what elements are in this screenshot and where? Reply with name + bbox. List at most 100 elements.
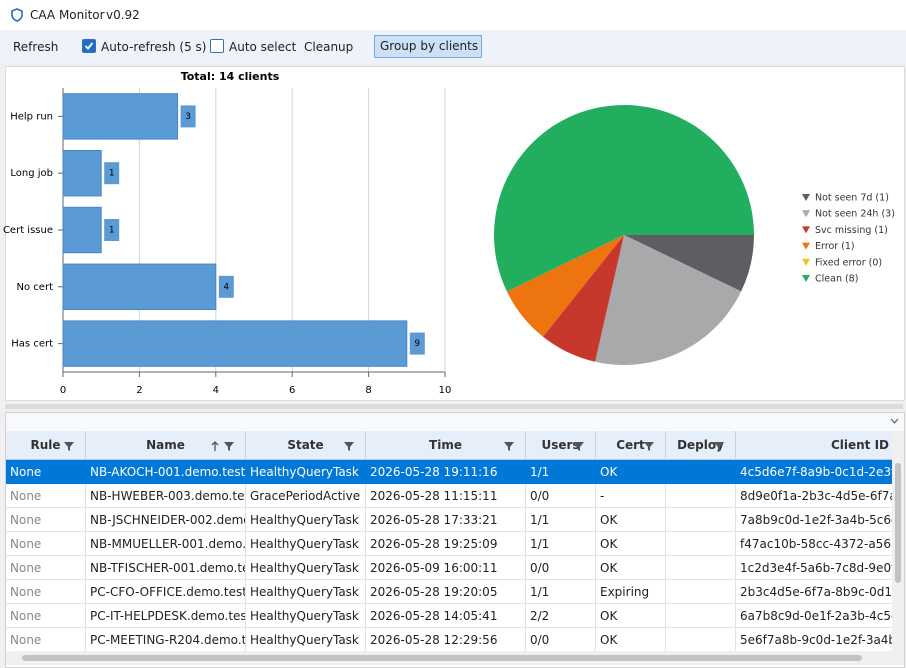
table-cell[interactable]: [666, 460, 736, 484]
table-cell[interactable]: [666, 580, 736, 604]
filter-icon[interactable]: [574, 431, 585, 459]
table-cell[interactable]: OK: [596, 508, 666, 532]
table-cell[interactable]: 1c2d3e4f-5a6b-7c8d-9e0f-1a: [736, 556, 896, 580]
table-cell[interactable]: 7a8b9c0d-1e2f-3a4b-5c6d-7: [736, 508, 896, 532]
column-header[interactable]: Deploy: [666, 431, 736, 460]
pie-slice: [494, 105, 754, 292]
table-cell[interactable]: 1/1: [526, 508, 596, 532]
y-tick-label: Long job: [10, 168, 53, 179]
table-cell[interactable]: 1/1: [526, 460, 596, 484]
table-cell[interactable]: 1/1: [526, 580, 596, 604]
column-header[interactable]: Users: [526, 431, 596, 460]
auto-refresh-checkbox[interactable]: [82, 39, 96, 53]
x-tick-label: 8: [365, 385, 371, 396]
legend-marker: [802, 275, 810, 282]
table-cell[interactable]: 0/0: [526, 484, 596, 508]
table-cell[interactable]: HealthyQueryTask: [246, 556, 366, 580]
table-cell[interactable]: OK: [596, 604, 666, 628]
column-header[interactable]: Rule: [6, 431, 86, 460]
filter-icon[interactable]: [644, 431, 655, 459]
table-cell[interactable]: PC-CFO-OFFICE.demo.test: [86, 580, 246, 604]
table-cell[interactable]: OK: [596, 460, 666, 484]
table-cell[interactable]: 5e6f7a8b-9c0d-1e2f-3a4b-5c: [736, 628, 896, 652]
auto-select-label[interactable]: Auto select: [229, 40, 297, 54]
table-cell[interactable]: 6a7b8c9d-0e1f-2a3b-4c5d-6: [736, 604, 896, 628]
auto-select-checkbox[interactable]: [210, 39, 224, 53]
splitter[interactable]: [5, 404, 903, 409]
table-cell[interactable]: 1/1: [526, 532, 596, 556]
table-cell[interactable]: 2026-05-28 11:15:11: [366, 484, 526, 508]
table-cell[interactable]: OK: [596, 556, 666, 580]
table-cell[interactable]: 2/2: [526, 604, 596, 628]
table-cell[interactable]: HealthyQueryTask: [246, 628, 366, 652]
charts: Total: 14 clients 0 2 4 6 8 10 Help run 3 Long jo…: [3, 70, 895, 396]
table-cell[interactable]: [666, 508, 736, 532]
table-cell[interactable]: [666, 556, 736, 580]
table-cell[interactable]: None: [6, 628, 86, 652]
table-cell[interactable]: 4c5d6e7f-8a9b-0c1d-2e3f-4a: [736, 460, 896, 484]
table-cell[interactable]: 8d9e0f1a-2b3c-4d5e-6f7a-8b: [736, 484, 896, 508]
table-cell[interactable]: PC-MEETING-R204.demo.tes: [86, 628, 246, 652]
table-cell[interactable]: 0/0: [526, 556, 596, 580]
table-cell[interactable]: NB-TFISCHER-001.demo.test: [86, 556, 246, 580]
table-cell[interactable]: Expiring: [596, 580, 666, 604]
table-cell[interactable]: None: [6, 580, 86, 604]
table-cell[interactable]: HealthyQueryTask: [246, 604, 366, 628]
table-cell[interactable]: f47ac10b-58cc-4372-a567-0: [736, 532, 896, 556]
column-header[interactable]: Cert: [596, 431, 666, 460]
group-by-clients-button[interactable]: Group by clients: [374, 35, 482, 58]
column-header[interactable]: Client ID: [736, 431, 896, 460]
table-cell[interactable]: [666, 604, 736, 628]
table-cell[interactable]: NB-AKOCH-001.demo.test: [86, 460, 246, 484]
table-cell[interactable]: PC-IT-HELPDESK.demo.test: [86, 604, 246, 628]
table-cell[interactable]: [666, 532, 736, 556]
table-cell[interactable]: 2026-05-28 19:20:05: [366, 580, 526, 604]
table-cell[interactable]: [666, 484, 736, 508]
table-cell[interactable]: 2026-05-28 19:11:16: [366, 460, 526, 484]
auto-refresh-label[interactable]: Auto-refresh (5 s): [101, 40, 207, 54]
table-cell[interactable]: None: [6, 484, 86, 508]
table-cell[interactable]: None: [6, 508, 86, 532]
value-label-box: [180, 105, 196, 128]
vertical-scrollbar[interactable]: [892, 431, 904, 651]
table-cell[interactable]: GracePeriodActive: [246, 484, 366, 508]
horizontal-scrollbar[interactable]: [6, 651, 904, 665]
table-cell[interactable]: 2026-05-28 14:05:41: [366, 604, 526, 628]
table-cell[interactable]: HealthyQueryTask: [246, 508, 366, 532]
table-cell[interactable]: 0/0: [526, 628, 596, 652]
table-cell[interactable]: None: [6, 556, 86, 580]
table-cell[interactable]: None: [6, 532, 86, 556]
filter-icon[interactable]: [64, 431, 75, 459]
table-cell[interactable]: HealthyQueryTask: [246, 580, 366, 604]
table-cell[interactable]: HealthyQueryTask: [246, 460, 366, 484]
table-cell[interactable]: NB-MMUELLER-001.demo.tes: [86, 532, 246, 556]
filter-icon[interactable]: [211, 431, 235, 459]
bar: [62, 320, 408, 367]
legend-marker: [802, 258, 810, 266]
cleanup-button[interactable]: Cleanup: [304, 40, 354, 54]
table-cell[interactable]: NB-JSCHNEIDER-002.demo.te: [86, 508, 246, 532]
table-cell[interactable]: 2026-05-28 17:33:21: [366, 508, 526, 532]
filter-icon[interactable]: [504, 431, 515, 459]
legend-label: Not seen 7d (1): [815, 193, 889, 204]
table-cell[interactable]: OK: [596, 628, 666, 652]
table-cell[interactable]: None: [6, 604, 86, 628]
refresh-button[interactable]: Refresh: [13, 40, 59, 54]
table-cell[interactable]: 2026-05-28 12:29:56: [366, 628, 526, 652]
table-cell[interactable]: -: [596, 484, 666, 508]
table-cell[interactable]: HealthyQueryTask: [246, 532, 366, 556]
column-header[interactable]: State: [246, 431, 366, 460]
filter-icon[interactable]: [714, 431, 725, 459]
column-header[interactable]: Name: [86, 431, 246, 460]
column-header[interactable]: Time: [366, 431, 526, 460]
collapse-arrow[interactable]: [890, 418, 899, 424]
table-cell[interactable]: OK: [596, 532, 666, 556]
table-cell[interactable]: NB-HWEBER-003.demo.test: [86, 484, 246, 508]
table-cell[interactable]: [666, 628, 736, 652]
table-cell[interactable]: 2026-05-28 19:25:09: [366, 532, 526, 556]
table-cell[interactable]: 2b3c4d5e-6f7a-8b9c-0d1e-2: [736, 580, 896, 604]
x-tick-label: 10: [439, 385, 452, 396]
filter-icon[interactable]: [344, 431, 355, 459]
table-cell[interactable]: 2026-05-09 16:00:11: [366, 556, 526, 580]
table-cell[interactable]: None: [6, 460, 86, 484]
